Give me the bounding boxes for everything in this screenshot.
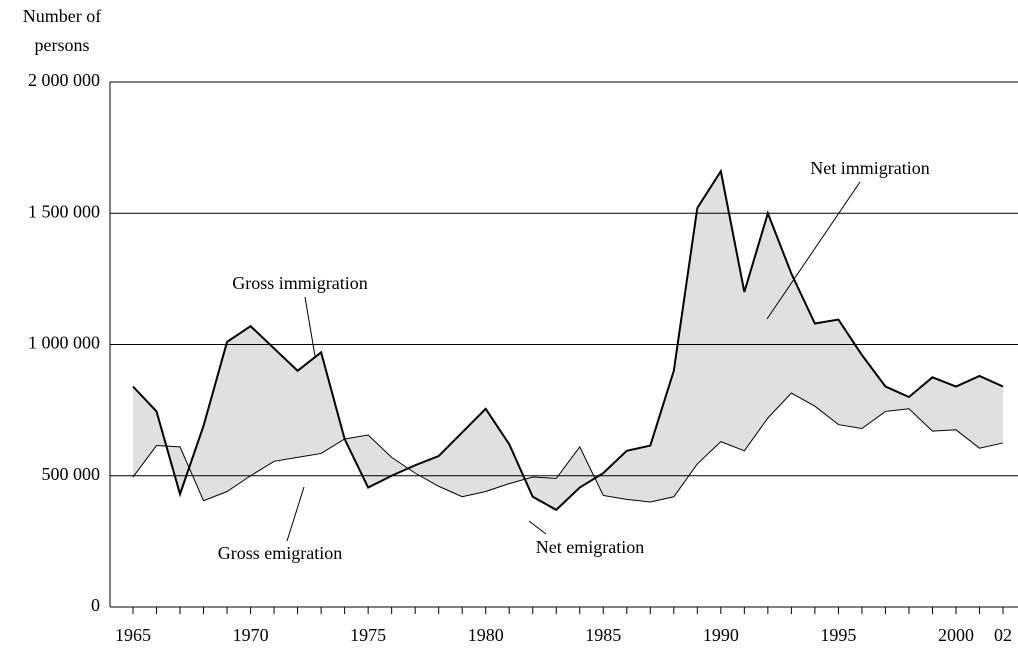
series-line [132, 168, 1004, 512]
x-tick-label: 1985 [585, 625, 621, 645]
y-tick-label: 2 000 000 [28, 70, 100, 90]
annotation: Net emigration [536, 537, 644, 557]
annotation: Net immigration [810, 158, 929, 178]
x-tick-label: 1995 [820, 625, 856, 645]
x-tick-label: 02 [994, 625, 1012, 645]
y-tick-label: 1 500 000 [28, 201, 100, 221]
annotation: Gross emigration [218, 543, 342, 563]
annotation-leader [766, 181, 861, 320]
series-line [132, 392, 1004, 503]
y-tick-label: 0 [91, 595, 100, 615]
x-tick-label: 1990 [703, 625, 739, 645]
x-tick-label: 1975 [350, 625, 386, 645]
annotation-leader [286, 486, 305, 542]
y-axis-label: Number of [23, 6, 101, 26]
annotation-leader [528, 520, 547, 535]
x-tick-label: 2000 [938, 625, 974, 645]
x-tick-label: 1965 [115, 625, 151, 645]
x-tick-label: 1970 [233, 625, 269, 645]
annotation: Gross immigration [232, 273, 368, 293]
x-tick-label: 1980 [468, 625, 504, 645]
y-tick-label: 500 000 [42, 464, 101, 484]
annotation-leader [304, 296, 316, 357]
net-area [133, 171, 1003, 510]
y-axis-label: persons [35, 35, 90, 55]
y-tick-label: 1 000 000 [28, 333, 100, 353]
